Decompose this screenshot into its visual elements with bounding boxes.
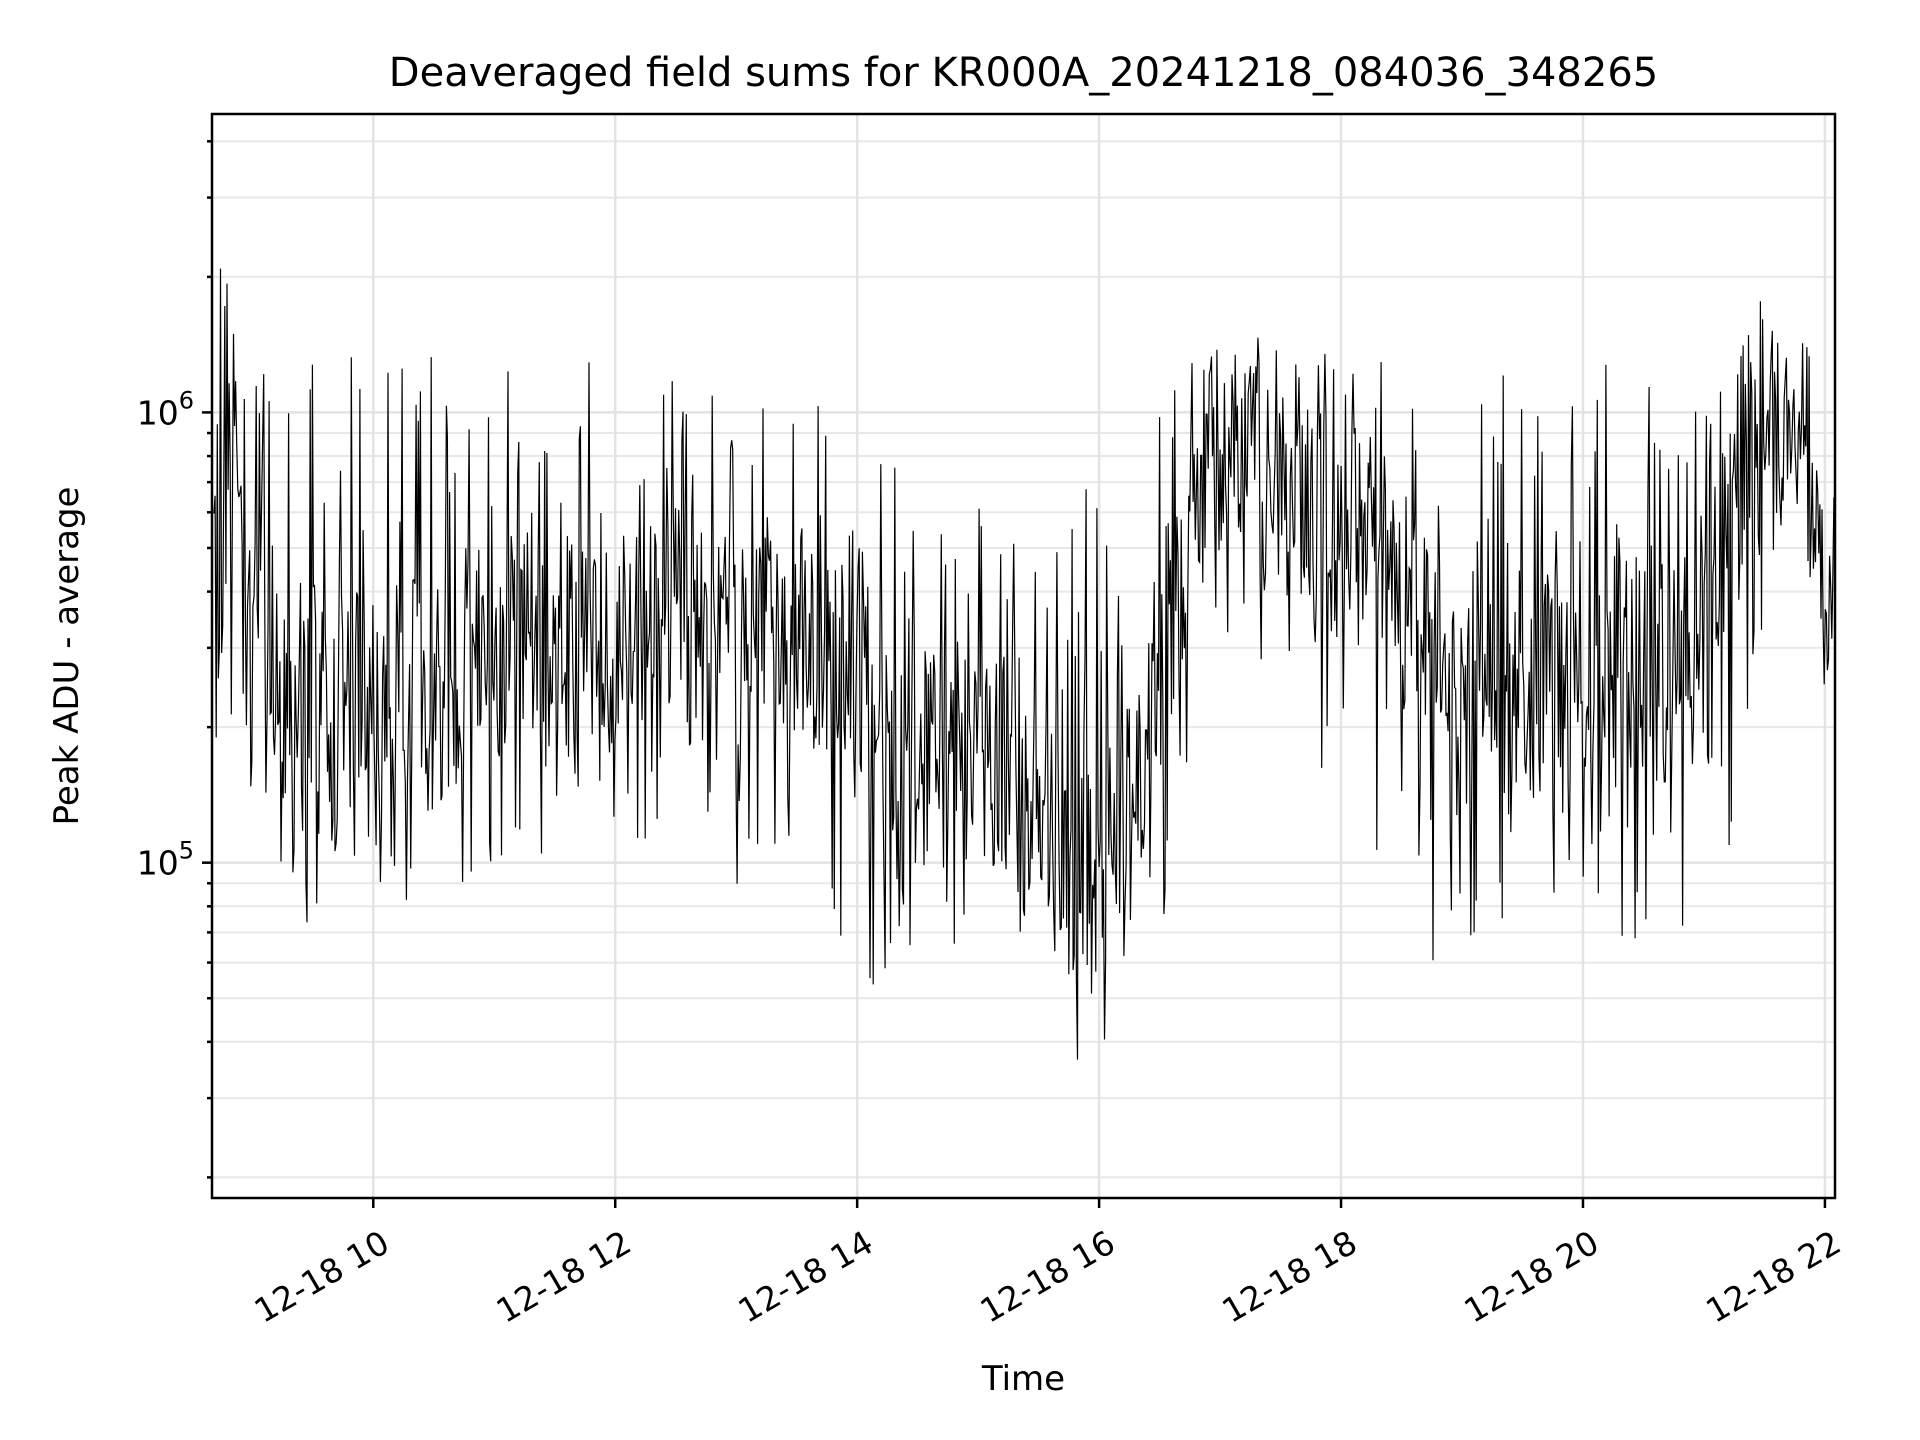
y-tick-label: 106 <box>137 386 194 432</box>
plot-frame <box>210 112 1837 1200</box>
y-tick-base: 10 <box>137 393 179 432</box>
y-tick-exponent: 5 <box>179 837 194 865</box>
series-group <box>213 268 1836 1060</box>
y-tick-label: 105 <box>137 837 194 883</box>
series-line-0 <box>213 268 1836 1060</box>
chart-title: Deaveraged field sums for KR000A_2024121… <box>389 50 1658 96</box>
y-tick-base: 10 <box>137 844 179 883</box>
y-axis-label: Peak ADU - average <box>47 487 87 826</box>
y-tick-exponent: 6 <box>179 386 194 414</box>
x-axis-label: Time <box>981 1359 1065 1399</box>
